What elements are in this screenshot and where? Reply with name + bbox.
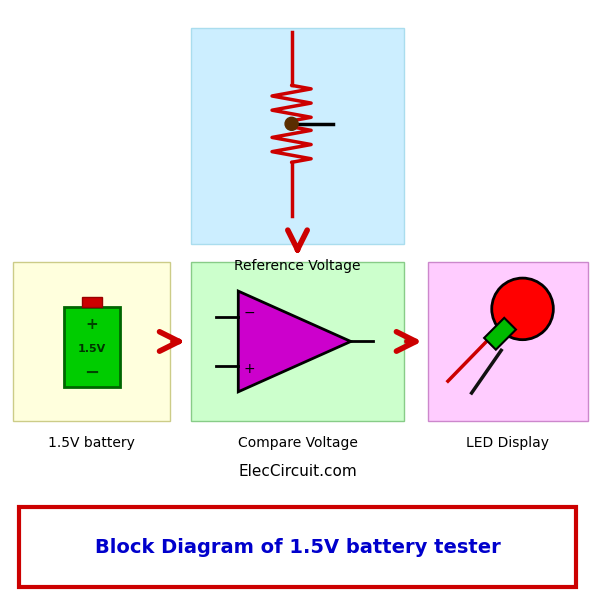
Polygon shape (484, 318, 516, 350)
Text: ElecCircuit.com: ElecCircuit.com (238, 464, 357, 479)
Text: −: − (243, 306, 255, 320)
Text: Block Diagram of 1.5V battery tester: Block Diagram of 1.5V battery tester (95, 538, 500, 557)
Text: 1.5V: 1.5V (77, 344, 106, 354)
Bar (64, 307, 120, 388)
Text: 1.5V battery: 1.5V battery (48, 436, 135, 450)
Polygon shape (238, 291, 351, 392)
Text: +: + (85, 317, 98, 332)
Text: Compare Voltage: Compare Voltage (237, 436, 358, 450)
Bar (13, 262, 170, 421)
Text: +: + (243, 362, 255, 376)
Bar (82, 297, 102, 307)
Bar (19, 507, 576, 587)
Bar (428, 262, 588, 421)
Text: LED Display: LED Display (466, 436, 549, 450)
Text: −: − (84, 364, 99, 382)
Circle shape (491, 278, 553, 340)
Text: Reference Voltage: Reference Voltage (234, 259, 361, 272)
Bar (191, 262, 404, 421)
Circle shape (285, 117, 298, 130)
Bar (191, 28, 404, 244)
